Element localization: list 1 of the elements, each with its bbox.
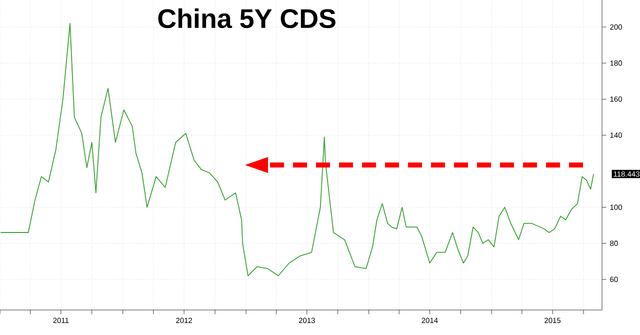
chart-title: China 5Y CDS [158, 8, 336, 28]
